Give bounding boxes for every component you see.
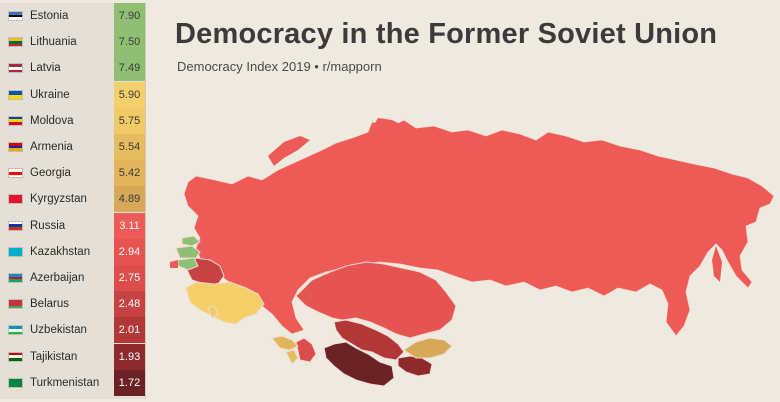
legend-row: Belarus 2.48	[0, 291, 145, 318]
flag-icon	[8, 89, 23, 100]
democracy-score: 5.75	[114, 107, 145, 134]
country-name: Uzbekistan	[30, 324, 87, 337]
democracy-score: 2.01	[114, 317, 145, 344]
country-name: Azerbaijan	[30, 272, 85, 284]
legend-panel: Estonia 7.90 Lithuania 7.50 Latvia 7.49 Ukrain…	[0, 3, 146, 399]
democracy-score: 7.90	[114, 3, 145, 29]
region-kazakhstan	[295, 261, 457, 339]
region-russia-island-1	[268, 136, 310, 166]
country-name: Kyrgyzstan	[30, 193, 87, 206]
region-azerbaijan	[295, 337, 317, 363]
legend-row: Kazakhstan 2.94	[0, 238, 145, 265]
country-name: Russia	[30, 219, 66, 232]
region-armenia	[285, 349, 299, 365]
country-name: Moldova	[30, 114, 74, 127]
page-subtitle: Democracy Index 2019 • r/mapporn	[177, 59, 382, 74]
region-estonia	[181, 235, 201, 247]
legend-row: Armenia 5.54	[0, 134, 145, 160]
legend-row: Azerbaijan 2.75	[0, 265, 145, 291]
democracy-score: 1.93	[114, 343, 145, 370]
legend-row: Russia 3.11	[0, 212, 145, 239]
democracy-score: 2.75	[114, 265, 145, 291]
country-name: Latvia	[30, 62, 61, 75]
flag-icon	[8, 325, 23, 336]
country-name: Tajikistan	[30, 350, 78, 363]
democracy-score: 2.48	[114, 291, 145, 318]
country-name: Armenia	[30, 141, 73, 153]
legend-row: Ukraine 5.90	[0, 81, 145, 108]
region-russia-island-4	[712, 246, 722, 282]
democracy-score: 3.11	[114, 212, 145, 239]
country-name: Georgia	[30, 167, 71, 180]
country-name: Turkmenistan	[30, 376, 100, 389]
legend-row: Latvia 7.49	[0, 55, 145, 82]
country-name: Kazakhstan	[30, 245, 91, 258]
region-russia-island-2	[372, 118, 404, 130]
region-turkmenistan	[323, 341, 395, 387]
flag-icon	[8, 37, 23, 48]
country-name: Lithuania	[30, 36, 77, 49]
region-russia	[183, 119, 775, 337]
flag-icon	[8, 351, 23, 362]
flag-icon	[8, 220, 23, 231]
democracy-score: 5.90	[114, 81, 145, 108]
flag-icon	[8, 246, 23, 257]
legend-row: Uzbekistan 2.01	[0, 317, 145, 344]
democracy-score: 4.89	[114, 186, 145, 213]
legend-row: Lithuania 7.50	[0, 29, 145, 56]
legend-row: Tajikistan 1.93	[0, 343, 145, 370]
democracy-score: 7.49	[114, 55, 145, 82]
democracy-score: 5.54	[114, 134, 145, 160]
flag-icon	[8, 299, 23, 310]
flag-icon	[8, 115, 23, 126]
flag-icon	[8, 63, 23, 74]
country-name: Ukraine	[30, 88, 70, 101]
legend-row: Turkmenistan 1.72	[0, 369, 145, 396]
democracy-score: 5.42	[114, 160, 145, 187]
flag-icon	[8, 168, 23, 179]
region-uzbekistan	[333, 319, 405, 361]
region-kyrgyzstan	[403, 337, 453, 359]
legend-row: Georgia 5.42	[0, 160, 145, 187]
region-tajikistan	[397, 355, 433, 377]
country-name: Belarus	[30, 298, 69, 311]
region-moldova	[207, 305, 219, 319]
legend-row: Estonia 7.90	[0, 3, 145, 29]
democracy-score: 7.50	[114, 29, 145, 56]
page-title: Democracy in the Former Soviet Union	[175, 18, 718, 50]
region-ukraine	[185, 281, 265, 325]
region-georgia	[271, 335, 299, 351]
flag-icon	[8, 377, 23, 388]
legend-row: Kyrgyzstan 4.89	[0, 186, 145, 213]
flag-icon	[8, 194, 23, 205]
flag-icon	[8, 11, 23, 21]
region-latvia	[175, 245, 201, 259]
region-russia-island-3	[460, 138, 484, 152]
region-kaliningrad	[170, 260, 178, 268]
flag-icon	[8, 273, 23, 283]
flag-icon	[8, 142, 23, 152]
legend-row: Moldova 5.75	[0, 107, 145, 134]
country-name: Estonia	[30, 10, 69, 22]
democracy-score: 2.94	[114, 238, 145, 265]
democracy-score: 1.72	[114, 369, 145, 396]
